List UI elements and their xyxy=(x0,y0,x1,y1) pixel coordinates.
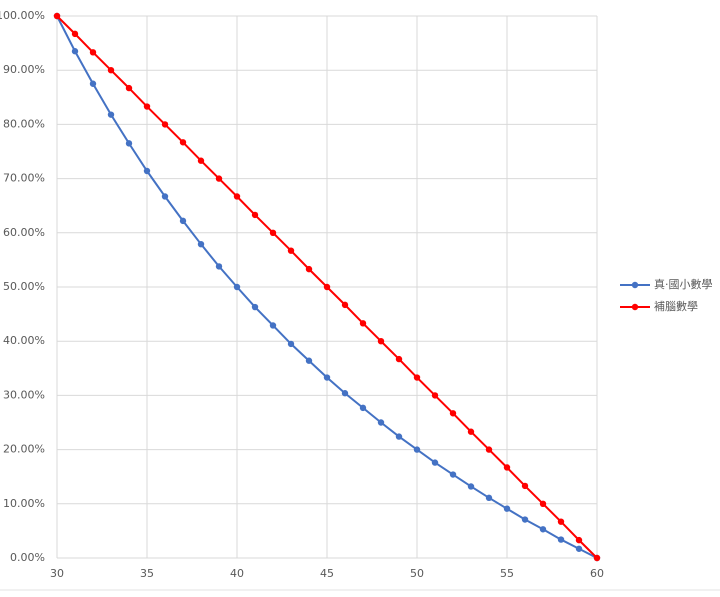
data-point xyxy=(395,355,403,363)
data-point xyxy=(143,167,151,175)
y-tick-label: 0.00% xyxy=(10,551,45,564)
data-point xyxy=(233,283,241,291)
x-tick-label: 35 xyxy=(140,567,154,580)
data-point xyxy=(449,410,457,417)
data-point xyxy=(215,263,223,270)
data-point xyxy=(125,140,133,147)
data-point xyxy=(503,505,511,512)
x-tick-label: 50 xyxy=(410,567,424,580)
y-tick-label: 80.00% xyxy=(3,117,45,130)
data-point xyxy=(197,240,205,248)
data-point xyxy=(107,111,115,118)
y-tick-label: 100.00% xyxy=(0,9,45,22)
data-point xyxy=(89,49,97,56)
data-point xyxy=(125,84,133,92)
data-point xyxy=(395,433,403,440)
data-point xyxy=(269,322,277,329)
data-point xyxy=(593,554,601,562)
data-point xyxy=(431,459,439,466)
y-tick-label: 10.00% xyxy=(3,497,45,510)
y-tick-label: 20.00% xyxy=(3,443,45,456)
x-tick-label: 40 xyxy=(230,567,244,580)
data-point xyxy=(89,80,97,87)
data-point xyxy=(215,175,223,182)
data-point xyxy=(359,320,367,327)
y-tick-label: 30.00% xyxy=(3,388,45,401)
legend-marker xyxy=(631,281,639,289)
x-tick-label: 30 xyxy=(50,567,64,580)
data-point xyxy=(341,390,349,397)
x-tick-label: 55 xyxy=(500,567,514,580)
data-point xyxy=(71,30,79,38)
data-point xyxy=(431,392,439,399)
data-point xyxy=(575,545,583,552)
data-point xyxy=(305,357,313,364)
y-tick-label: 40.00% xyxy=(3,334,45,347)
data-point xyxy=(539,526,547,533)
data-point xyxy=(467,428,475,435)
data-point xyxy=(287,340,295,348)
legend-label: 補腦數學 xyxy=(654,299,698,313)
data-point xyxy=(53,12,61,20)
data-point xyxy=(521,482,529,490)
data-point xyxy=(341,301,349,309)
data-point xyxy=(449,471,457,478)
data-point xyxy=(413,446,421,453)
data-point xyxy=(323,374,331,381)
x-tick-label: 45 xyxy=(320,567,334,580)
data-point xyxy=(179,139,187,146)
data-point xyxy=(251,303,259,311)
data-point xyxy=(557,536,565,543)
data-point xyxy=(323,283,331,291)
y-tick-label: 50.00% xyxy=(3,280,45,293)
data-point xyxy=(143,103,151,110)
data-point xyxy=(305,265,313,273)
data-point xyxy=(269,229,277,236)
data-point xyxy=(359,404,367,412)
y-tick-label: 70.00% xyxy=(3,172,45,185)
data-point xyxy=(557,518,565,525)
data-point xyxy=(467,483,475,490)
x-tick-label: 60 xyxy=(590,567,604,580)
data-point xyxy=(413,374,421,381)
data-point xyxy=(539,500,547,507)
legend-label: 真·國小數學 xyxy=(654,277,713,291)
data-point xyxy=(197,157,205,164)
y-tick-label: 90.00% xyxy=(3,63,45,76)
data-point xyxy=(161,193,169,200)
data-point xyxy=(233,193,241,200)
data-point xyxy=(179,217,187,225)
data-point xyxy=(575,536,583,544)
y-tick-label: 60.00% xyxy=(3,226,45,239)
data-point xyxy=(161,121,169,128)
data-point xyxy=(377,338,385,345)
data-point xyxy=(377,419,385,426)
data-point xyxy=(485,494,493,502)
data-point xyxy=(107,67,115,74)
legend-marker xyxy=(631,303,639,311)
data-point xyxy=(485,446,493,453)
data-point xyxy=(251,211,259,219)
data-point xyxy=(503,464,511,471)
data-point xyxy=(71,48,79,55)
data-point xyxy=(521,516,529,523)
data-point xyxy=(287,247,295,254)
